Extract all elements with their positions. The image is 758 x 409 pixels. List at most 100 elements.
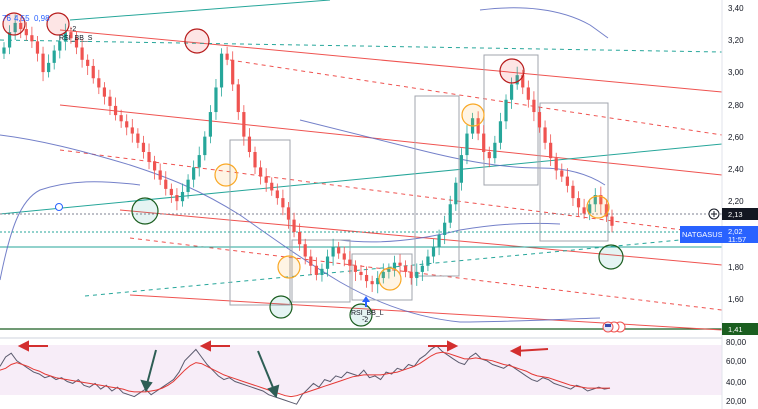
candle-body	[459, 155, 463, 183]
candle-body	[593, 195, 597, 205]
teal-channel-lines	[0, 0, 723, 297]
candle-body	[342, 253, 346, 260]
symbol-price-tag: NATGASUSD 2,02 11:57	[680, 226, 758, 244]
candle-body	[125, 121, 129, 128]
candle-body	[169, 188, 173, 196]
candle-body	[454, 182, 458, 205]
candle-body	[398, 262, 402, 266]
candle-body	[208, 112, 212, 137]
candle-body	[7, 32, 12, 48]
candle-body	[325, 256, 330, 269]
candle-body	[281, 198, 285, 208]
candle-body	[52, 50, 56, 63]
rsi-axis[interactable]: 80,00 60,00 40,00 20,00	[726, 338, 747, 406]
candle-body	[192, 167, 196, 180]
candle-body	[47, 62, 51, 73]
candle-body	[41, 53, 45, 73]
y-tick: 3,40	[728, 4, 744, 13]
annotation-s-count: -2	[70, 26, 76, 33]
candle-body	[521, 75, 525, 88]
candle-body	[515, 75, 519, 85]
candle-body	[147, 152, 151, 162]
candle-body	[387, 268, 391, 272]
candle-body	[247, 136, 252, 153]
reference-price-tag: 1,41	[722, 323, 758, 335]
candle-body	[560, 170, 564, 177]
header-value-1: 76	[2, 14, 11, 23]
candle-body	[443, 222, 447, 236]
candle-body	[119, 115, 123, 122]
candle-body	[420, 265, 424, 272]
candle-body	[197, 155, 201, 168]
candle-body	[225, 53, 229, 60]
candle-body	[337, 247, 341, 254]
candle-body	[526, 87, 530, 100]
y-tick: 2,40	[728, 165, 744, 174]
candle-body	[604, 204, 609, 217]
candle-body	[582, 207, 586, 214]
candle-body	[476, 118, 480, 134]
candle-body	[487, 152, 491, 159]
rsi-arrows	[17, 340, 549, 399]
candle-body	[599, 195, 603, 205]
svg-text:2,13: 2,13	[728, 210, 743, 219]
candle-body	[303, 244, 307, 257]
rsi-tick: 80,00	[726, 338, 747, 347]
candle-body	[69, 32, 73, 39]
candle-body	[2, 47, 6, 54]
plus-circle-icon[interactable]	[708, 208, 720, 220]
candle-body	[426, 256, 430, 266]
candle-body	[113, 105, 118, 116]
svg-text:NATGASUSD: NATGASUSD	[682, 230, 729, 239]
rsi-tick: 20,00	[726, 397, 747, 406]
candle-body	[264, 176, 268, 183]
candle-body	[275, 190, 279, 199]
candle-body	[19, 22, 23, 30]
candles-group	[2, 14, 614, 294]
header-value-2: 4,55	[14, 14, 30, 23]
candle-body	[320, 268, 324, 275]
candle-body	[286, 207, 291, 220]
candle-body	[565, 176, 569, 186]
candle-body	[102, 87, 107, 97]
y-tick: 1,80	[728, 263, 744, 272]
candle-body	[236, 84, 240, 113]
candle-body	[353, 265, 358, 272]
candle-body	[532, 99, 536, 113]
svg-text:1,41: 1,41	[728, 325, 743, 334]
annotation-rsi-bb-l: RSI_BB_L	[351, 310, 384, 317]
candle-body	[554, 158, 558, 171]
candle-body	[253, 152, 257, 168]
candle-body	[158, 170, 162, 180]
candle-body	[35, 41, 40, 54]
rsi-band	[0, 345, 722, 395]
candle-body	[141, 142, 146, 153]
y-tick: 2,80	[728, 101, 744, 110]
annotation-rsi-bb-s: RSI_BB_S	[59, 35, 93, 42]
candle-body	[30, 35, 34, 42]
candle-body	[309, 256, 313, 266]
svg-text:11:57: 11:57	[728, 235, 746, 244]
candle-body	[331, 247, 335, 257]
y-tick: 2,20	[728, 197, 744, 206]
candle-body	[58, 41, 62, 51]
candle-body	[203, 136, 207, 156]
pivot-markers	[2, 12, 624, 327]
price-axis[interactable]: 3,40 3,20 3,00 2,80 2,60 2,40 2,20 1,80 …	[728, 4, 744, 304]
candle-body	[80, 47, 84, 60]
candle-body	[370, 281, 374, 285]
rsi-tick: 40,00	[726, 378, 747, 387]
candle-body	[130, 127, 134, 134]
candle-body	[298, 231, 302, 245]
candle-body	[392, 262, 397, 269]
candle-body	[448, 204, 452, 223]
candle-body	[214, 87, 218, 113]
candle-body	[292, 219, 296, 232]
candle-body	[175, 195, 179, 202]
candle-body	[136, 133, 140, 143]
flag-icon[interactable]	[602, 321, 626, 333]
bollinger-bands	[0, 7, 609, 323]
y-tick: 3,00	[728, 68, 744, 77]
candle-body	[153, 161, 157, 171]
